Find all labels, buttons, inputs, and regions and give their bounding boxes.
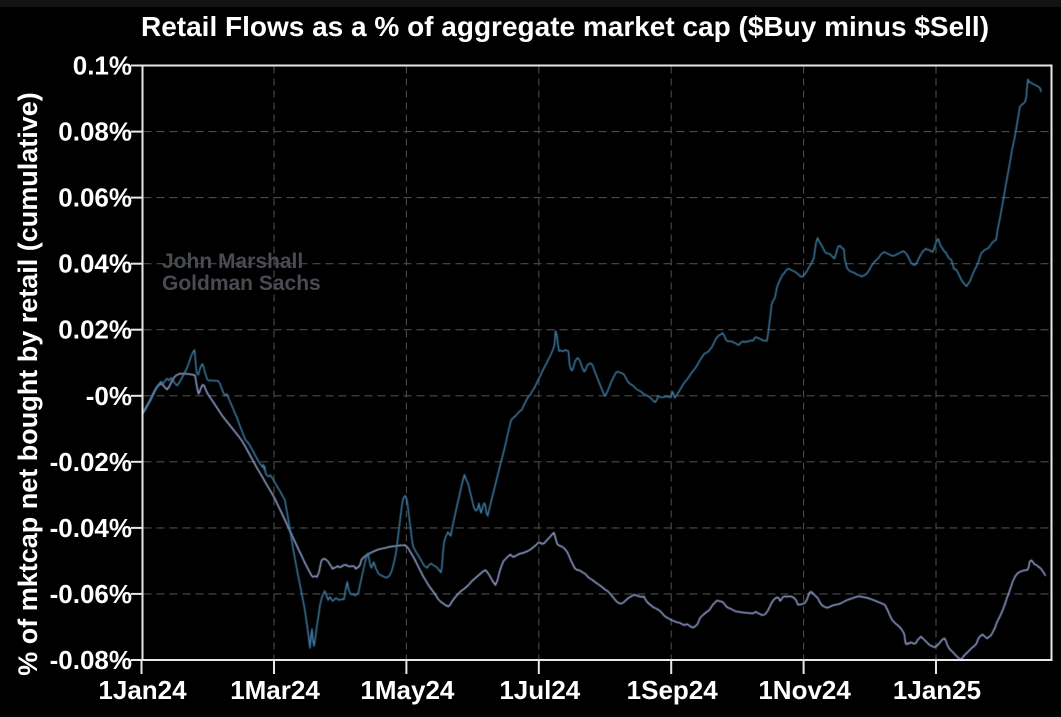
svg-text:0.06%: 0.06% [58,183,132,213]
svg-text:-0.02%: -0.02% [50,447,132,477]
svg-text:0.04%: 0.04% [58,249,132,279]
svg-text:1Jan24: 1Jan24 [98,675,187,705]
svg-text:0.02%: 0.02% [58,315,132,345]
svg-text:-0.04%: -0.04% [50,513,132,543]
svg-text:Retail Flows as a % of aggrega: Retail Flows as a % of aggregate market … [141,11,989,42]
svg-text:Goldman Sachs: Goldman Sachs [162,272,321,295]
svg-text:0.08%: 0.08% [58,117,132,147]
svg-text:1Jan25: 1Jan25 [893,675,981,705]
svg-text:-0.08%: -0.08% [50,645,132,675]
svg-text:1Nov24: 1Nov24 [758,675,851,705]
svg-text:-0.06%: -0.06% [50,579,132,609]
svg-text:0.1%: 0.1% [73,51,132,81]
svg-text:1May24: 1May24 [360,675,454,705]
svg-text:% of mktcap net bought by reta: % of mktcap net bought by retail (cumula… [13,92,43,676]
svg-text:1Jul24: 1Jul24 [499,675,580,705]
svg-text:1Sep24: 1Sep24 [627,675,719,705]
svg-text:-0%: -0% [86,381,132,411]
svg-text:1Mar24: 1Mar24 [230,675,320,705]
svg-text:John Marshall: John Marshall [162,250,303,273]
